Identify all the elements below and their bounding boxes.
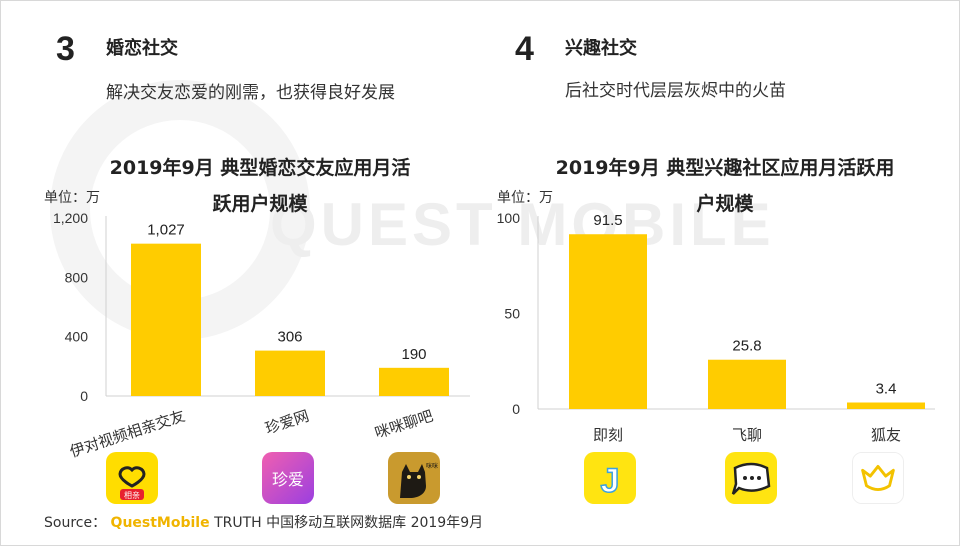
chart-1-bar bbox=[131, 243, 201, 396]
chart-2-ytick-label: 100 bbox=[497, 210, 521, 226]
chart-2-unit-label: 单位：万 bbox=[497, 189, 553, 205]
chart-2-ytick-label: 0 bbox=[512, 401, 520, 417]
chart-2-category-label: 即刻 bbox=[593, 427, 623, 444]
yidui-icon-label: 相亲 bbox=[124, 490, 140, 500]
chart-1-title: 2019年9月 典型婚恋交友应用月活 跃用户规模 bbox=[70, 150, 450, 222]
jike-icon-letter: J bbox=[601, 462, 620, 500]
source-note: Source： QuestMobile TRUTH 中国移动互联网数据库 201… bbox=[44, 512, 483, 532]
chart-2-title: 2019年9月 典型兴趣社区应用月活跃用 户规模 bbox=[525, 150, 925, 222]
chart-2-title-line1: 2019年9月 典型兴趣社区应用月活跃用 bbox=[555, 157, 895, 179]
mimi-icon-label: 咪咪 bbox=[426, 462, 438, 470]
chart-2-value-label: 3.4 bbox=[876, 381, 897, 398]
section-3-title: 婚恋社交 bbox=[106, 38, 178, 59]
chart-1-category-label: 咪咪聊吧 bbox=[373, 408, 435, 443]
chart-1-value-label: 306 bbox=[277, 329, 302, 346]
chart-2-bar bbox=[847, 402, 925, 409]
source-rest: TRUTH 中国移动互联网数据库 2019年9月 bbox=[214, 515, 484, 531]
feiliao-app-icon bbox=[725, 452, 777, 504]
section-4-subtitle: 后社交时代层层灰烬中的火苗 bbox=[565, 81, 786, 101]
chart-1-ytick-label: 1,200 bbox=[53, 210, 88, 226]
chart-1-title-line1: 2019年9月 典型婚恋交友应用月活 bbox=[109, 157, 411, 179]
chart-2-title-line2: 户规模 bbox=[696, 193, 754, 215]
section-4-number: 4 bbox=[515, 30, 534, 68]
chart-1-bar bbox=[255, 350, 325, 396]
chart-2-value-label: 25.8 bbox=[732, 338, 761, 355]
mimi-app-icon: 咪咪 bbox=[388, 452, 440, 504]
chart-2-category-label: 飞聊 bbox=[732, 427, 762, 444]
source-prefix: Source： bbox=[44, 515, 107, 531]
watermark-text: QUEST MOBILE bbox=[270, 191, 775, 258]
huyou-app-icon bbox=[852, 452, 904, 504]
chart-1-title-line2: 跃用户规模 bbox=[212, 193, 308, 215]
chart-1-bar bbox=[379, 367, 449, 396]
jike-app-icon: J bbox=[584, 452, 636, 504]
chart-1-ytick-label: 800 bbox=[65, 269, 89, 285]
chart-1-unit-label: 单位：万 bbox=[44, 189, 100, 205]
chart-2-category-label: 狐友 bbox=[871, 427, 901, 444]
chart-2-bar bbox=[569, 234, 647, 409]
chart-1-ytick-label: 400 bbox=[65, 329, 89, 345]
chart-1-ytick-label: 0 bbox=[80, 388, 88, 404]
chart-1-value-label: 190 bbox=[401, 346, 426, 363]
zhenai-icon-label: 珍爱 bbox=[272, 471, 304, 489]
chart-2-bar bbox=[708, 359, 786, 409]
section-3-number: 3 bbox=[56, 30, 75, 68]
source-brand: QuestMobile bbox=[110, 515, 210, 531]
zhenai-app-icon: 珍爱 bbox=[262, 452, 314, 504]
chart-1-value-label: 1,027 bbox=[147, 222, 185, 239]
chart-2-ytick-label: 50 bbox=[504, 306, 520, 322]
section-3-subtitle: 解决交友恋爱的刚需，也获得良好发展 bbox=[106, 83, 395, 103]
yidui-app-icon: 相亲 bbox=[106, 452, 158, 504]
chart-2-value-label: 91.5 bbox=[593, 212, 622, 229]
chart-1-category-label: 珍爱网 bbox=[263, 408, 311, 438]
section-4-title: 兴趣社交 bbox=[565, 38, 637, 59]
